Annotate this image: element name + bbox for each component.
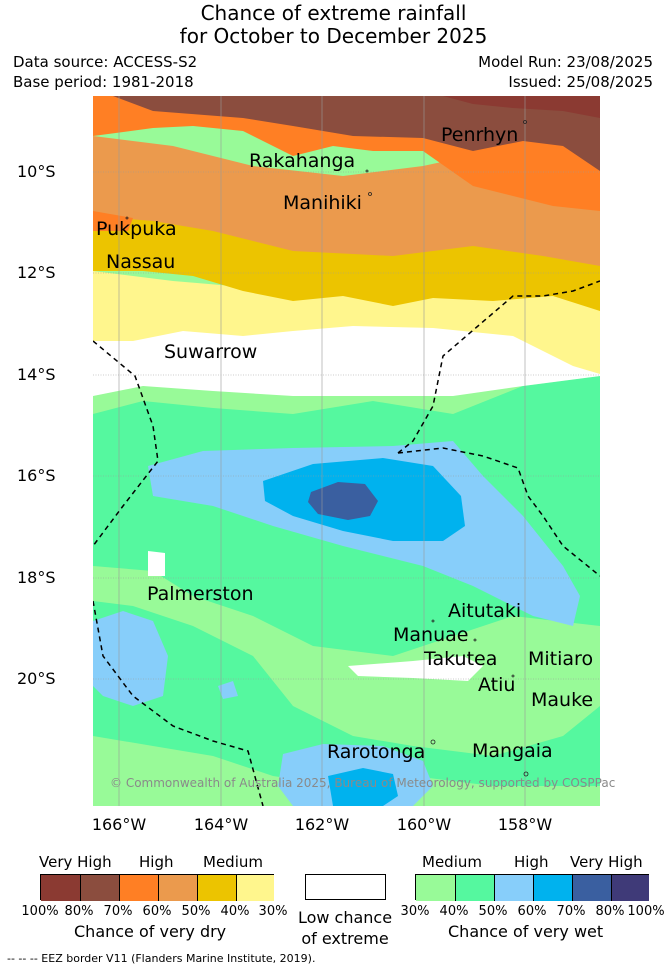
label-nassau: Nassau: [106, 251, 176, 273]
island-rarotonga-marker: [430, 739, 436, 745]
label-rakahanga: Rakahanga: [249, 150, 356, 172]
island-manuae-marker: [473, 638, 477, 642]
swatch-wet-40-50: [455, 875, 495, 901]
zone-low-chance-islet: [148, 551, 165, 576]
legend-wet-medium: Medium: [422, 853, 482, 871]
eez-border: [93, 280, 600, 806]
lat-tick-12s: 12°S: [17, 263, 56, 282]
label-manihiki: Manihiki: [283, 192, 362, 214]
swatch-dry-60-70: [119, 875, 159, 901]
zone-50-60-wet-islet: [218, 681, 238, 699]
island-penrhyn-marker: [523, 120, 527, 124]
legend-dry-pct-60: 60%: [142, 904, 172, 919]
legend-wet-bar: [415, 874, 649, 901]
issued-date: Issued: 25/08/2025: [508, 73, 653, 91]
island-aitutaki-marker: [431, 619, 435, 623]
zone-low-chance-south: [348, 656, 483, 681]
legend-wet-pct-50: 50%: [478, 904, 508, 919]
island-markers: [125, 120, 529, 777]
model-run: Model Run: 23/08/2025: [478, 53, 653, 71]
lat-tick-10s: 10°S: [17, 162, 56, 181]
eez-note: -- -- -- EEZ border V11 (Flanders Marine…: [7, 952, 316, 965]
copyright-notice: © Commonwealth of Australia 2025, Bureau…: [110, 776, 616, 790]
legend-dry-pct-50: 50%: [181, 904, 211, 919]
legend-dry-pct-80: 80%: [64, 904, 94, 919]
zone-70-80-dry: [113, 96, 600, 171]
swatch-wet-50-60: [494, 875, 534, 901]
label-mitiaro: Mitiaro: [528, 648, 594, 670]
legend-dry-caption: Chance of very dry: [74, 922, 227, 941]
zone-70-80-wet: [308, 482, 378, 520]
label-palmerston: Palmerston: [147, 583, 254, 605]
legend-dry-pct-30: 30%: [258, 904, 288, 919]
lon-tick-162w: 162°W: [294, 815, 350, 834]
swatch-dry-40-50: [197, 875, 237, 901]
data-source: Data source: ACCESS-S2: [13, 53, 198, 71]
zone-60-70-dry-west: [93, 211, 133, 231]
lon-tick-166w: 166°W: [91, 815, 147, 834]
lat-tick-20s: 20°S: [17, 669, 56, 688]
label-aitutaki: Aitutaki: [448, 600, 522, 622]
swatch-wet-30-40: [416, 875, 455, 901]
legend-dry-pct-70: 70%: [103, 904, 133, 919]
rainfall-map: [93, 96, 600, 806]
legend-wet-pct-30: 30%: [400, 904, 430, 919]
legend-dry-pct-40: 40%: [220, 904, 250, 919]
legend-wet-pct-80: 80%: [595, 904, 625, 919]
legend-wet-high: High: [514, 853, 549, 871]
label-pukapuka: Pukpuka: [96, 218, 177, 240]
island-pukapuka-marker: [125, 216, 129, 220]
island-mangaia-marker: [523, 771, 529, 777]
swatch-wet-80-100: [611, 875, 649, 901]
label-atiu: Atiu: [478, 674, 516, 696]
legend-dry-bar: [40, 874, 274, 901]
swatch-dry-50-60: [158, 875, 198, 901]
lat-tick-18s: 18°S: [17, 568, 56, 587]
label-mangaia: Mangaia: [472, 740, 553, 762]
legend-low-line2: of extreme: [301, 929, 389, 948]
island-rakahanga-marker: [365, 169, 369, 173]
base-period: Base period: 1981-2018: [13, 73, 194, 91]
island-manihiki-marker: [368, 192, 372, 196]
lon-tick-158w: 158°W: [497, 815, 553, 834]
legend-dry-high: High: [139, 853, 174, 871]
lat-tick-14s: 14°S: [17, 365, 56, 384]
label-suwarrow: Suwarrow: [164, 341, 258, 363]
map-title-line2: for October to December 2025: [179, 24, 488, 48]
lat-tick-16s: 16°S: [17, 466, 56, 485]
lon-tick-164w: 164°W: [193, 815, 249, 834]
legend-wet-very-high: Very High: [570, 853, 643, 871]
legend-dry-pct-100: 100%: [21, 904, 59, 919]
map-title-line1: Chance of extreme rainfall: [200, 1, 467, 25]
legend-wet-pct-60: 60%: [517, 904, 547, 919]
lon-tick-160w: 160°W: [396, 815, 452, 834]
swatch-dry-70-80: [80, 875, 120, 901]
graticule: [93, 96, 600, 806]
legend-low-line1: Low chance: [297, 908, 393, 927]
legend-dry-very-high: Very High: [39, 853, 112, 871]
zone-medium-wet-south: [93, 566, 600, 756]
label-mauke: Mauke: [531, 689, 594, 711]
label-rarotonga: Rarotonga: [327, 741, 426, 763]
island-atiu-marker: [511, 674, 515, 678]
swatch-wet-60-70: [533, 875, 573, 901]
legend-wet-pct-40: 40%: [439, 904, 469, 919]
swatch-wet-70-80: [572, 875, 612, 901]
zone-60-70-wet-south: [328, 768, 398, 806]
legend-wet-caption: Chance of very wet: [448, 922, 604, 941]
legend-wet-pct-70: 70%: [556, 904, 586, 919]
zone-medium-wet-bottom: [93, 736, 600, 806]
label-manuae: Manuae: [393, 624, 469, 646]
swatch-dry-80-100: [41, 875, 80, 901]
label-penrhyn: Penrhyn: [441, 124, 519, 146]
swatch-dry-30-40: [236, 875, 274, 901]
zone-50-60-wet-west: [93, 611, 168, 706]
swatch-low-chance: [305, 874, 386, 900]
legend-dry-medium: Medium: [203, 853, 263, 871]
legend-wet-pct-100: 100%: [627, 904, 665, 919]
zone-80-100-dry: [443, 96, 600, 118]
label-takutea: Takutea: [424, 648, 498, 670]
